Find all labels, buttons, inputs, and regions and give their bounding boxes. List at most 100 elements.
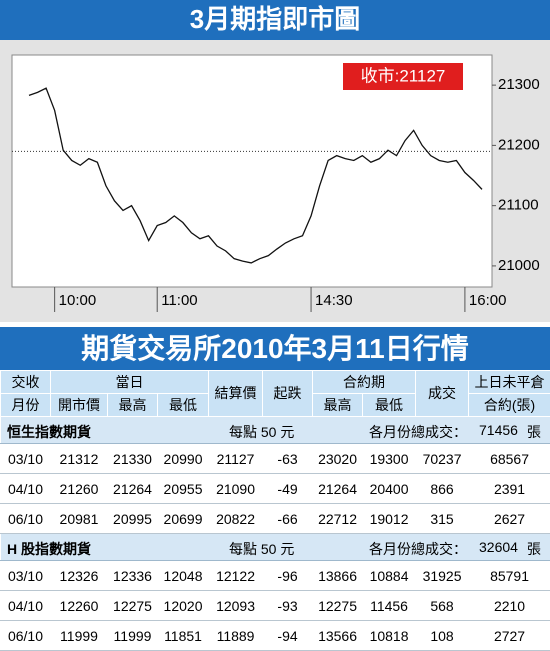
cell: 85791 <box>469 561 550 591</box>
x-tick-label: 10:00 <box>59 292 97 309</box>
annotation: 收市:21127 <box>361 66 446 85</box>
cell: 11999 <box>51 621 108 651</box>
cell: 19300 <box>363 444 416 474</box>
cell: 20400 <box>363 474 416 504</box>
section-unit: 每點 50 元 <box>229 422 294 442</box>
cell: 最低 <box>158 394 209 417</box>
section-unit: 每點 50 元 <box>229 539 294 559</box>
cell: 21264 <box>313 474 363 504</box>
y-tick-label: 21200 <box>498 136 540 153</box>
cell: 06/10 <box>1 621 51 651</box>
quote-table: 交收當日結算價起跌合約期成交上日未平倉月份開市價最高最低最高最低合約(張)恒生指… <box>0 370 550 651</box>
cell: 23020 <box>313 444 363 474</box>
cell: 12093 <box>209 591 263 621</box>
cell: -96 <box>263 561 313 591</box>
cell: -66 <box>263 504 313 534</box>
row: H 股指數期貨 每點 50 元 各月份總成交： 32604 張 <box>1 534 550 561</box>
cell: 結算價 <box>209 371 263 417</box>
cell: 10884 <box>363 561 416 591</box>
cell: 20995 <box>108 504 158 534</box>
cell: 當日 <box>51 371 209 394</box>
row: 交收當日結算價起跌合約期成交上日未平倉 <box>1 371 550 394</box>
cell: 21330 <box>108 444 158 474</box>
cell: -63 <box>263 444 313 474</box>
cell: 20981 <box>51 504 108 534</box>
cell: 12122 <box>209 561 263 591</box>
section-total: 71456 <box>479 422 518 438</box>
row: 恒生指數期貨 每點 50 元 各月份總成交： 71456 張 <box>1 417 550 444</box>
cell: 13866 <box>313 561 363 591</box>
cell: 06/10 <box>1 504 51 534</box>
cell: 月份 <box>1 394 51 417</box>
x-tick-label: 14:30 <box>315 292 353 309</box>
cell: 13566 <box>313 621 363 651</box>
section-name: H 股指數期貨 <box>7 539 91 559</box>
cell: 21127 <box>209 444 263 474</box>
section-total-unit: 張 <box>527 422 541 442</box>
cell: 21260 <box>51 474 108 504</box>
section-total-label: 各月份總成交： <box>369 422 467 442</box>
cell: 315 <box>416 504 469 534</box>
cell: -49 <box>263 474 313 504</box>
cell: 31925 <box>416 561 469 591</box>
cell: 2727 <box>469 621 550 651</box>
cell: 上日未平倉 <box>469 371 550 394</box>
cell: 12275 <box>108 591 158 621</box>
cell: 568 <box>416 591 469 621</box>
header-title: 3月期指即市圖 <box>190 4 360 34</box>
section-name: 恒生指數期貨 <box>7 422 91 442</box>
cell: 19012 <box>363 504 416 534</box>
cell: 11889 <box>209 621 263 651</box>
cell: 10818 <box>363 621 416 651</box>
y-tick-label: 21000 <box>498 257 540 274</box>
cell: 2210 <box>469 591 550 621</box>
cell: 20955 <box>158 474 209 504</box>
cell: 20822 <box>209 504 263 534</box>
cell: 04/10 <box>1 591 51 621</box>
y-tick-label: 21100 <box>498 197 539 214</box>
cell: 21090 <box>209 474 263 504</box>
chart: 3月期指即市圖 21000 21100 21200 21300 10:00 11:00 14… <box>0 0 550 322</box>
cell: 12020 <box>158 591 209 621</box>
cell: 最高 <box>108 394 158 417</box>
x-tick-label: 16:00 <box>469 292 507 309</box>
cell: 2627 <box>469 504 550 534</box>
cell: 70237 <box>416 444 469 474</box>
cell: 21264 <box>108 474 158 504</box>
cell: 21312 <box>51 444 108 474</box>
cell: 108 <box>416 621 469 651</box>
cell: 12260 <box>51 591 108 621</box>
table-title: 期貨交易所2010年3月11日行情 <box>0 327 550 370</box>
cell: 交收 <box>1 371 51 394</box>
cell: 11851 <box>158 621 209 651</box>
cell: 03/10 <box>1 561 51 591</box>
cell: 合約期 <box>313 371 416 394</box>
cell: -94 <box>263 621 313 651</box>
x-tick-label: 11:00 <box>161 292 197 309</box>
section-total-label: 各月份總成交： <box>369 539 467 559</box>
y-tick-label: 21300 <box>498 76 540 93</box>
section-total: 32604 <box>479 539 518 555</box>
cell: 20699 <box>158 504 209 534</box>
cell: 最高 <box>313 394 363 417</box>
cell: 合約(張) <box>469 394 550 417</box>
cell: 22712 <box>313 504 363 534</box>
section-total-unit: 張 <box>527 539 541 559</box>
cell: 12275 <box>313 591 363 621</box>
cell: 11456 <box>363 591 416 621</box>
cell: 68567 <box>469 444 550 474</box>
cell: 開市價 <box>51 394 108 417</box>
cell: -93 <box>263 591 313 621</box>
cell: 04/10 <box>1 474 51 504</box>
cell: 20990 <box>158 444 209 474</box>
cell: 起跌 <box>263 371 313 417</box>
cell: 03/10 <box>1 444 51 474</box>
cell: 866 <box>416 474 469 504</box>
cell: 2391 <box>469 474 550 504</box>
